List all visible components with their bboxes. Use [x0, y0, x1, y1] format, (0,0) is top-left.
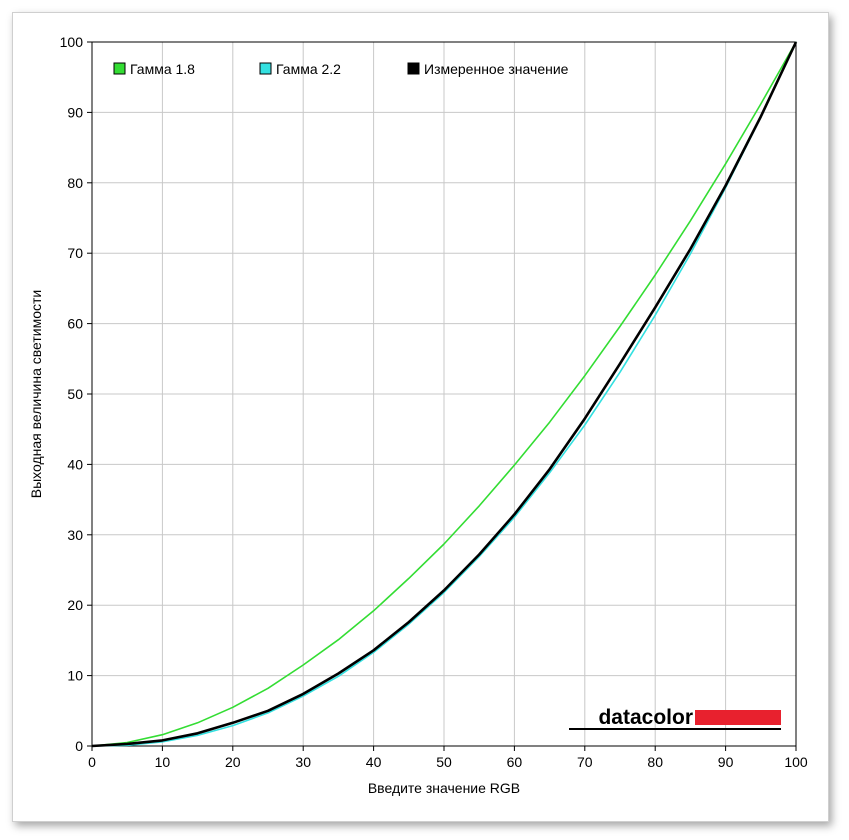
- x-tick-label: 90: [718, 754, 734, 770]
- legend: Гамма 1.8 Гамма 2.2 Измеренное значение: [113, 61, 569, 77]
- x-tick-label: 10: [155, 754, 171, 770]
- series-line-1: [91, 41, 797, 747]
- y-tick-label: 50: [67, 386, 83, 402]
- legend-swatch: [113, 62, 126, 75]
- y-tick-label: 20: [67, 597, 83, 613]
- x-tick-label: 0: [88, 754, 96, 770]
- gamma-chart: 0 10 20 30 40 50 60 70 80 90 100 0 10 20 30 40 50 60 70 80 9…: [28, 34, 808, 796]
- grid-lines: [92, 42, 796, 746]
- y-tick-label: 60: [67, 316, 83, 332]
- legend-swatch: [407, 62, 420, 75]
- legend-swatch: [259, 62, 272, 75]
- x-tick-label: 40: [366, 754, 382, 770]
- legend-label: Гамма 2.2: [276, 61, 341, 77]
- y-axis-label: Выходная величина светимости: [28, 290, 44, 498]
- y-tick-label: 80: [67, 175, 83, 191]
- x-tick-label: 70: [577, 754, 593, 770]
- y-tick-label: 90: [67, 104, 83, 120]
- series-lines: [91, 41, 798, 748]
- legend-label: Измеренное значение: [424, 61, 569, 77]
- legend-label: Гамма 1.8: [130, 61, 195, 77]
- y-tick-label: 30: [67, 527, 83, 543]
- y-tick-label: 100: [60, 34, 84, 50]
- axis-ticks: 0 10 20 30 40 50 60 70 80 90 100 0 10 20 30 40 50 60 70 80 9…: [60, 34, 808, 770]
- x-axis-label: Введите значение RGB: [368, 780, 520, 796]
- y-tick-label: 40: [67, 456, 83, 472]
- datacolor-logo: datacolor: [569, 706, 781, 730]
- x-tick-label: 20: [225, 754, 241, 770]
- chart-frame: 0 10 20 30 40 50 60 70 80 90 100 0 10 20 30 40 50 60 70 80 9…: [12, 12, 829, 822]
- x-tick-label: 30: [295, 754, 311, 770]
- logo-red-bar: [695, 710, 781, 725]
- x-tick-label: 60: [507, 754, 523, 770]
- y-tick-label: 10: [67, 668, 83, 684]
- y-tick-label: 0: [75, 738, 83, 754]
- x-tick-label: 80: [647, 754, 663, 770]
- series-line-3: [91, 41, 798, 748]
- x-tick-label: 50: [436, 754, 452, 770]
- logo-text: datacolor: [598, 706, 693, 729]
- series-line-2: [91, 41, 797, 747]
- x-tick-label: 100: [784, 754, 808, 770]
- y-tick-label: 70: [67, 245, 83, 261]
